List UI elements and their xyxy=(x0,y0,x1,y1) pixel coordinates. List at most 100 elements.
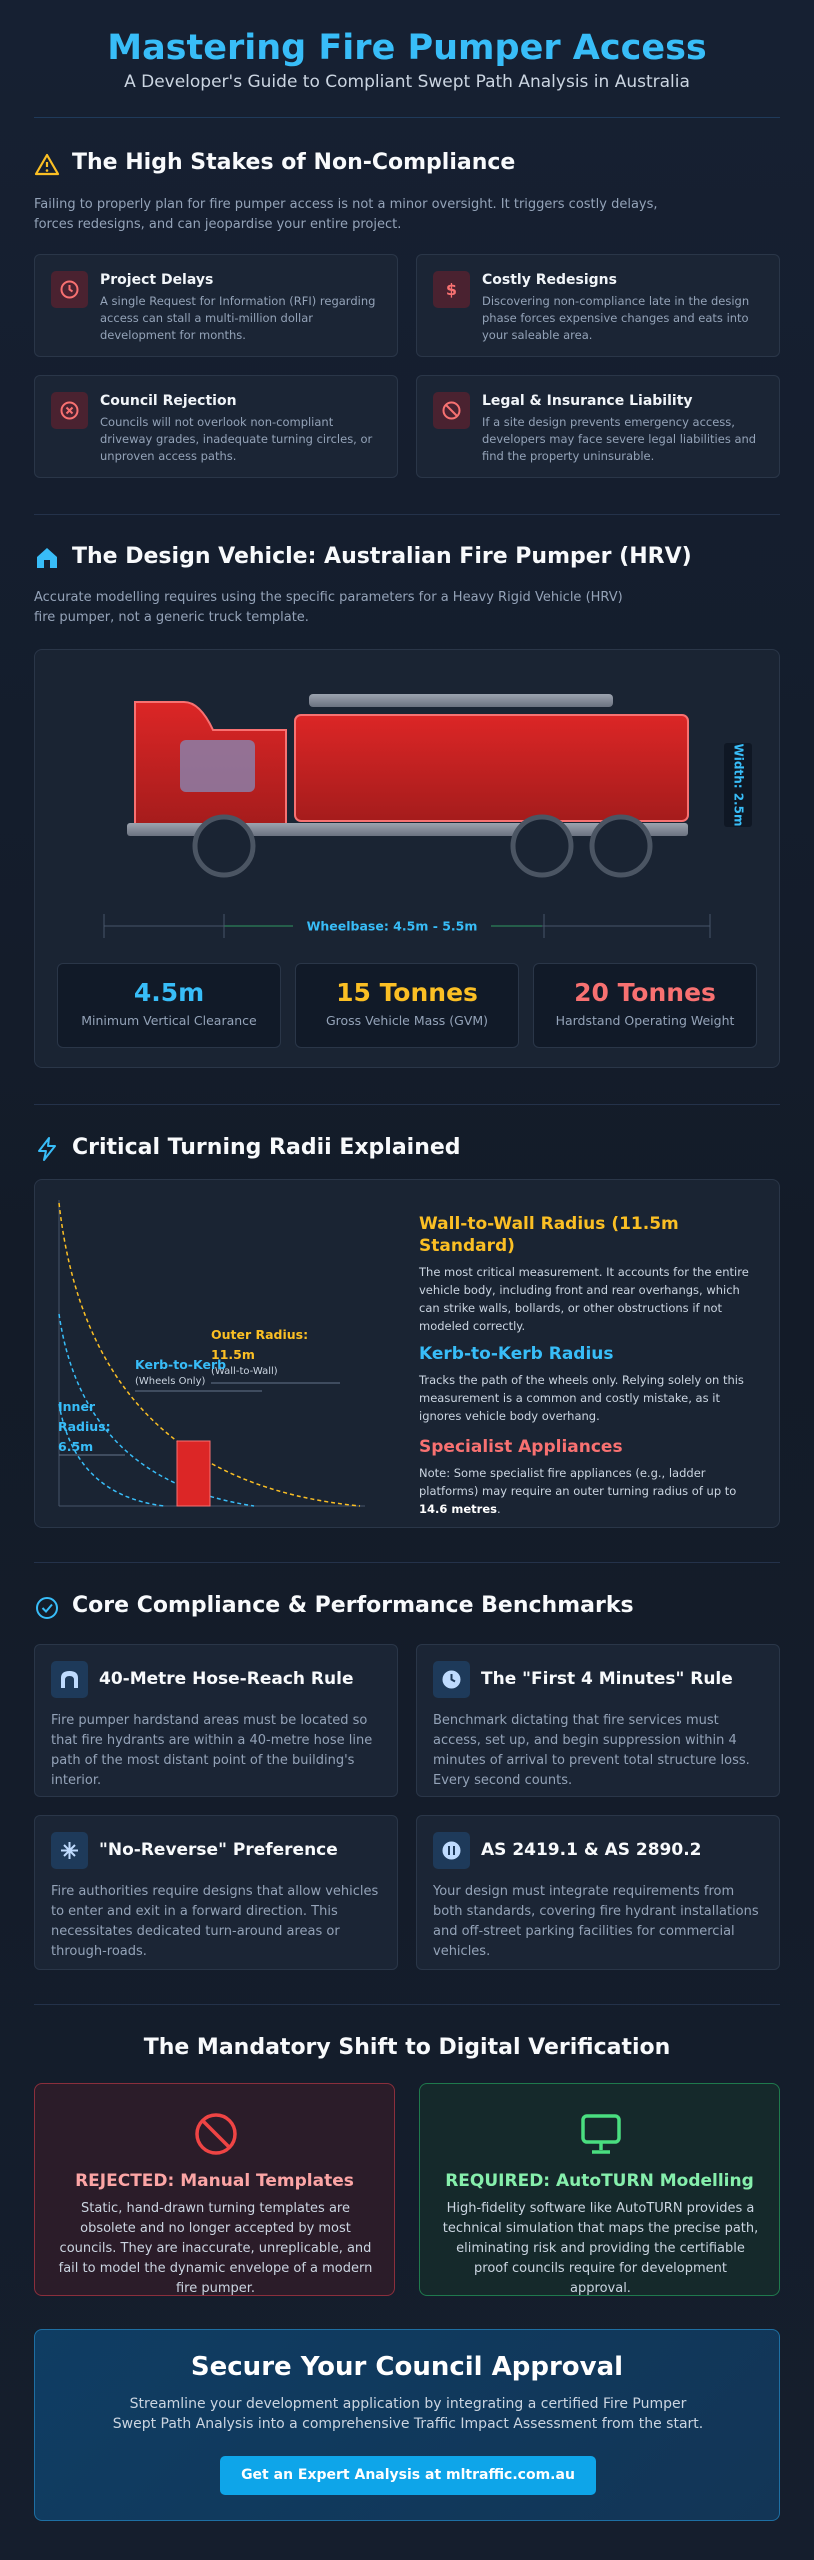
emphasis: 14.6 metres xyxy=(419,1502,497,1516)
item-text: Tracks the path of the wheels only. Rely… xyxy=(419,1373,744,1423)
monitor-icon xyxy=(581,2114,621,2154)
card-text: Benchmark dictating that fire services m… xyxy=(433,1713,750,1788)
card-text: Static, hand-drawn turning templates are… xyxy=(58,2201,373,2296)
section-intro: Failing to properly plan for fire pumper… xyxy=(34,197,658,232)
clock-icon xyxy=(433,1661,470,1698)
divider xyxy=(34,514,780,515)
card-title: The "First 4 Minutes" Rule xyxy=(481,1669,733,1689)
kerb-label: Kerb-to-Kerb xyxy=(135,1357,227,1372)
divider xyxy=(34,1104,780,1105)
risk-card: Project Delays A single Request for Info… xyxy=(34,254,398,357)
truck-diagram: Width: 2.5m Wheelbase: 4.5m - 5.5m xyxy=(103,694,752,938)
risk-card: $ Costly Redesigns Discovering non-compl… xyxy=(416,254,780,357)
item-text: Note: Some specialist fire appliances (e… xyxy=(419,1464,754,1518)
wheelbase-label: Wheelbase: 4.5m - 5.5m xyxy=(307,919,478,934)
divider xyxy=(34,2004,780,2005)
cta-panel: Secure Your Council Approval Streamline … xyxy=(34,2329,780,2521)
section-heading: Core Compliance & Performance Benchmarks xyxy=(72,1593,634,1618)
stat-label: Hardstand Operating Weight xyxy=(555,1013,735,1028)
page-subtitle: A Developer's Guide to Compliant Swept P… xyxy=(124,72,690,92)
stat-value: 4.5m xyxy=(133,978,205,1007)
label-backdrop xyxy=(293,916,491,936)
wheel xyxy=(510,814,574,878)
standard-icon xyxy=(433,1832,470,1869)
outer-radius-curve xyxy=(58,1202,361,1507)
label-value: 11.5m xyxy=(211,1347,255,1362)
card-text: Fire authorities require designs that al… xyxy=(51,1884,379,1959)
turning-panel: Outer Radius: 11.5m (Wall-to-Wall) Kerb-t… xyxy=(34,1179,780,1528)
label-text: Outer Radius: xyxy=(211,1327,309,1342)
rejected-card: REJECTED: Manual Templates Static, hand-… xyxy=(34,2083,395,2296)
ban-icon xyxy=(195,2113,237,2155)
stat-value: 20 Tonnes xyxy=(574,978,716,1007)
card-title: REJECTED: Manual Templates xyxy=(75,2171,354,2191)
card-title: Council Rejection xyxy=(100,393,237,409)
text-part: . xyxy=(496,1502,501,1516)
text-part: Note: Some specialist fire appliances (e… xyxy=(419,1466,737,1498)
cta-text: Streamline your development application … xyxy=(112,2396,704,2432)
item-title: Specialist Appliances xyxy=(419,1437,623,1457)
check-icon xyxy=(36,1597,58,1619)
close-icon xyxy=(51,392,88,429)
stat-value: 15 Tonnes xyxy=(336,978,478,1007)
warning-icon xyxy=(34,153,60,176)
benchmark-card: The "First 4 Minutes" Rule Benchmark dic… xyxy=(416,1644,780,1797)
item-text: The most critical measurement. It accoun… xyxy=(419,1265,749,1333)
cab-window xyxy=(180,740,255,792)
card-text: High-fidelity software like AutoTURN pro… xyxy=(442,2201,759,2296)
item-title: Kerb-to-Kerb Radius xyxy=(419,1344,614,1364)
outer-radius-label: Outer Radius: 11.5m xyxy=(211,1325,308,1365)
card-text: Your design must integrate requirements … xyxy=(433,1884,759,1959)
page-title: Mastering Fire Pumper Access xyxy=(107,28,707,68)
divider xyxy=(34,1562,780,1563)
label-value: 6.5m xyxy=(58,1439,94,1454)
card-text: Discovering non-compliance late in the d… xyxy=(482,294,750,342)
inner-radius-curve xyxy=(58,1403,165,1507)
radius-item: Wall-to-Wall Radius (11.5m Standard) The … xyxy=(419,1213,754,1335)
card-title: "No-Reverse" Preference xyxy=(99,1840,338,1860)
label-text: Inner Radius: xyxy=(58,1399,111,1434)
inner-radius-label: Inner Radius: 6.5m xyxy=(58,1397,118,1457)
label-note: (Wall-to-Wall) xyxy=(211,1366,278,1377)
radius-item: Specialist Appliances Note: Some speciali… xyxy=(419,1436,754,1518)
benchmark-card: 40-Metre Hose-Reach Rule Fire pumper har… xyxy=(34,1644,398,1797)
home-icon xyxy=(37,548,57,568)
width-tag xyxy=(724,743,752,827)
vehicle-panel: Width: 2.5m Wheelbase: 4.5m - 5.5m 4.5m M… xyxy=(34,649,780,1068)
card-text: Councils will not overlook non-compliant… xyxy=(100,415,373,463)
radius-item: Kerb-to-Kerb Radius Tracks the path of th… xyxy=(419,1343,754,1425)
cta-title: Secure Your Council Approval xyxy=(190,2352,624,2382)
card-title: Legal & Insurance Liability xyxy=(482,393,693,409)
section-heading: The Mandatory Shift to Digital Verificat… xyxy=(143,2035,671,2060)
stat-label: Gross Vehicle Mass (GVM) xyxy=(325,1013,489,1028)
bolt-icon xyxy=(38,1137,56,1161)
section-heading: Critical Turning Radii Explained xyxy=(72,1135,461,1160)
risk-card: Legal & Insurance Liability If a site de… xyxy=(416,375,780,478)
sparkle-icon xyxy=(51,1832,88,1869)
card-title: Project Delays xyxy=(100,272,214,288)
risk-card: Council Rejection Councils will not over… xyxy=(34,375,398,478)
benchmark-card: AS 2419.1 & AS 2890.2 Your design must i… xyxy=(416,1815,780,1970)
benchmark-card: "No-Reverse" Preference Fire authorities… xyxy=(34,1815,398,1970)
card-title: 40-Metre Hose-Reach Rule xyxy=(99,1669,354,1689)
width-label: Width: 2.5m xyxy=(732,744,746,827)
cta-button[interactable]: Get an Expert Analysis at mltraffic.com.… xyxy=(220,2456,596,2495)
stat-card: 15 Tonnes Gross Vehicle Mass (GVM) xyxy=(295,963,519,1048)
section-intro: Accurate modelling requires using the sp… xyxy=(34,590,623,625)
card-title: AS 2419.1 & AS 2890.2 xyxy=(481,1840,702,1860)
divider xyxy=(34,117,780,118)
truck-body xyxy=(294,714,689,822)
card-text: A single Request for Information (RFI) r… xyxy=(100,294,376,342)
kerb-radius-curve xyxy=(58,1313,255,1507)
svg-text:$: $ xyxy=(446,280,457,299)
item-title: Wall-to-Wall Radius (11.5m Standard) xyxy=(419,1214,679,1256)
clock-icon xyxy=(51,271,88,308)
ban-icon xyxy=(433,392,470,429)
wheel xyxy=(589,814,653,878)
card-text: Fire pumper hardstand areas must be loca… xyxy=(51,1713,373,1788)
wheel xyxy=(192,814,256,878)
stat-card: 20 Tonnes Hardstand Operating Weight xyxy=(533,963,757,1048)
required-card: REQUIRED: AutoTURN Modelling High-fideli… xyxy=(419,2083,780,2296)
